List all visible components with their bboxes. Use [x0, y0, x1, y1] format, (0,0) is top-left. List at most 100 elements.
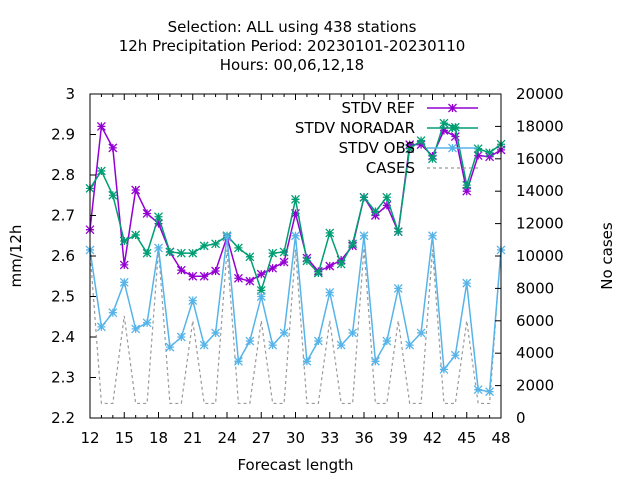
data-point — [199, 340, 209, 350]
data-point — [211, 239, 221, 249]
data-point — [119, 236, 129, 246]
legend-marker — [448, 123, 457, 133]
data-point — [268, 340, 278, 350]
data-point — [428, 231, 437, 241]
data-point — [485, 152, 495, 162]
data-point — [485, 387, 495, 397]
data-point — [233, 356, 243, 366]
data-point — [416, 136, 426, 146]
data-point — [336, 340, 346, 350]
y-tick-label: 2.3 — [51, 369, 75, 387]
data-point — [222, 232, 232, 242]
data-point — [119, 260, 129, 270]
y2-tick-label: 20000 — [516, 85, 564, 103]
series-line — [89, 247, 502, 405]
data-point — [279, 247, 289, 257]
data-point — [370, 211, 380, 220]
data-point — [199, 271, 209, 281]
data-point — [325, 261, 335, 271]
series-stdv-obs — [85, 231, 506, 397]
data-point — [359, 231, 369, 241]
data-point — [325, 287, 335, 297]
data-point — [154, 219, 163, 229]
y-tick-label: 2.2 — [51, 409, 75, 427]
data-point — [439, 364, 449, 374]
y2-tick-label: 16000 — [516, 150, 564, 168]
data-point — [382, 336, 392, 346]
data-point — [393, 283, 403, 293]
legend-label: CASES — [366, 159, 415, 177]
x-tick-label: 33 — [320, 429, 339, 447]
data-point — [416, 328, 426, 338]
data-point — [142, 248, 152, 258]
data-point — [176, 265, 186, 275]
data-point — [119, 277, 129, 287]
plot-series — [85, 118, 506, 405]
y2-tick-label: 0 — [516, 409, 526, 427]
y2-tick-label: 14000 — [516, 182, 564, 200]
legend-marker — [448, 103, 457, 113]
data-point — [336, 259, 346, 269]
data-point — [462, 186, 472, 196]
y-tick-label: 2.8 — [51, 166, 75, 184]
data-point — [188, 296, 198, 306]
y2-tick-label: 8000 — [516, 279, 554, 297]
data-point — [485, 148, 495, 158]
y2-tick-label: 6000 — [516, 312, 554, 330]
data-point — [302, 256, 312, 266]
data-point — [131, 185, 141, 195]
x-tick-label: 48 — [491, 429, 510, 447]
title-line: Hours: 00,06,12,18 — [220, 56, 364, 74]
x-axis-label: Forecast length — [237, 456, 353, 474]
data-point — [108, 190, 118, 200]
data-point — [154, 243, 163, 253]
data-point — [176, 332, 186, 342]
y-tick-label: 2.9 — [51, 126, 75, 144]
data-point — [291, 194, 300, 204]
x-tick-label: 24 — [217, 429, 236, 447]
legend-label: STDV OBS — [339, 139, 415, 157]
x-tick-label: 27 — [252, 429, 271, 447]
data-point — [142, 318, 152, 328]
data-point — [450, 132, 460, 141]
data-point — [439, 118, 449, 128]
data-point — [96, 121, 106, 131]
axis-ticks: 12 15 18 21 24 27 30 33 36 39 42 45 482.22.32.42.52.… — [51, 85, 564, 447]
data-point — [256, 292, 266, 301]
data-point — [382, 200, 392, 210]
data-point — [302, 356, 312, 366]
data-point — [268, 263, 278, 273]
data-point — [416, 140, 426, 150]
y2-tick-label: 2000 — [516, 377, 554, 395]
y-tick-label: 2.4 — [51, 328, 75, 346]
data-point — [165, 247, 175, 257]
data-point — [450, 350, 460, 360]
data-point — [165, 342, 175, 352]
data-point — [325, 228, 335, 238]
data-point — [450, 122, 460, 132]
data-point — [279, 257, 289, 267]
data-point — [313, 336, 323, 346]
data-point — [428, 154, 437, 164]
data-point — [233, 243, 243, 253]
y2-tick-label: 10000 — [516, 247, 564, 265]
data-point — [188, 271, 198, 281]
x-tick-label: 15 — [115, 429, 134, 447]
data-point — [154, 212, 163, 222]
data-point — [382, 192, 392, 202]
x-tick-label: 12 — [80, 429, 99, 447]
data-point — [256, 269, 266, 279]
y-axis-label: mm/12h — [7, 225, 25, 288]
data-point — [211, 328, 221, 338]
y-tick-label: 2.7 — [51, 207, 75, 225]
data-point — [336, 255, 346, 265]
x-tick-label: 39 — [389, 429, 408, 447]
title-line: Selection: ALL using 438 stations — [168, 18, 417, 36]
data-point — [176, 248, 186, 258]
x-tick-label: 30 — [286, 429, 305, 447]
data-point — [211, 266, 221, 276]
legend-marker — [448, 143, 457, 153]
data-point — [462, 278, 472, 288]
